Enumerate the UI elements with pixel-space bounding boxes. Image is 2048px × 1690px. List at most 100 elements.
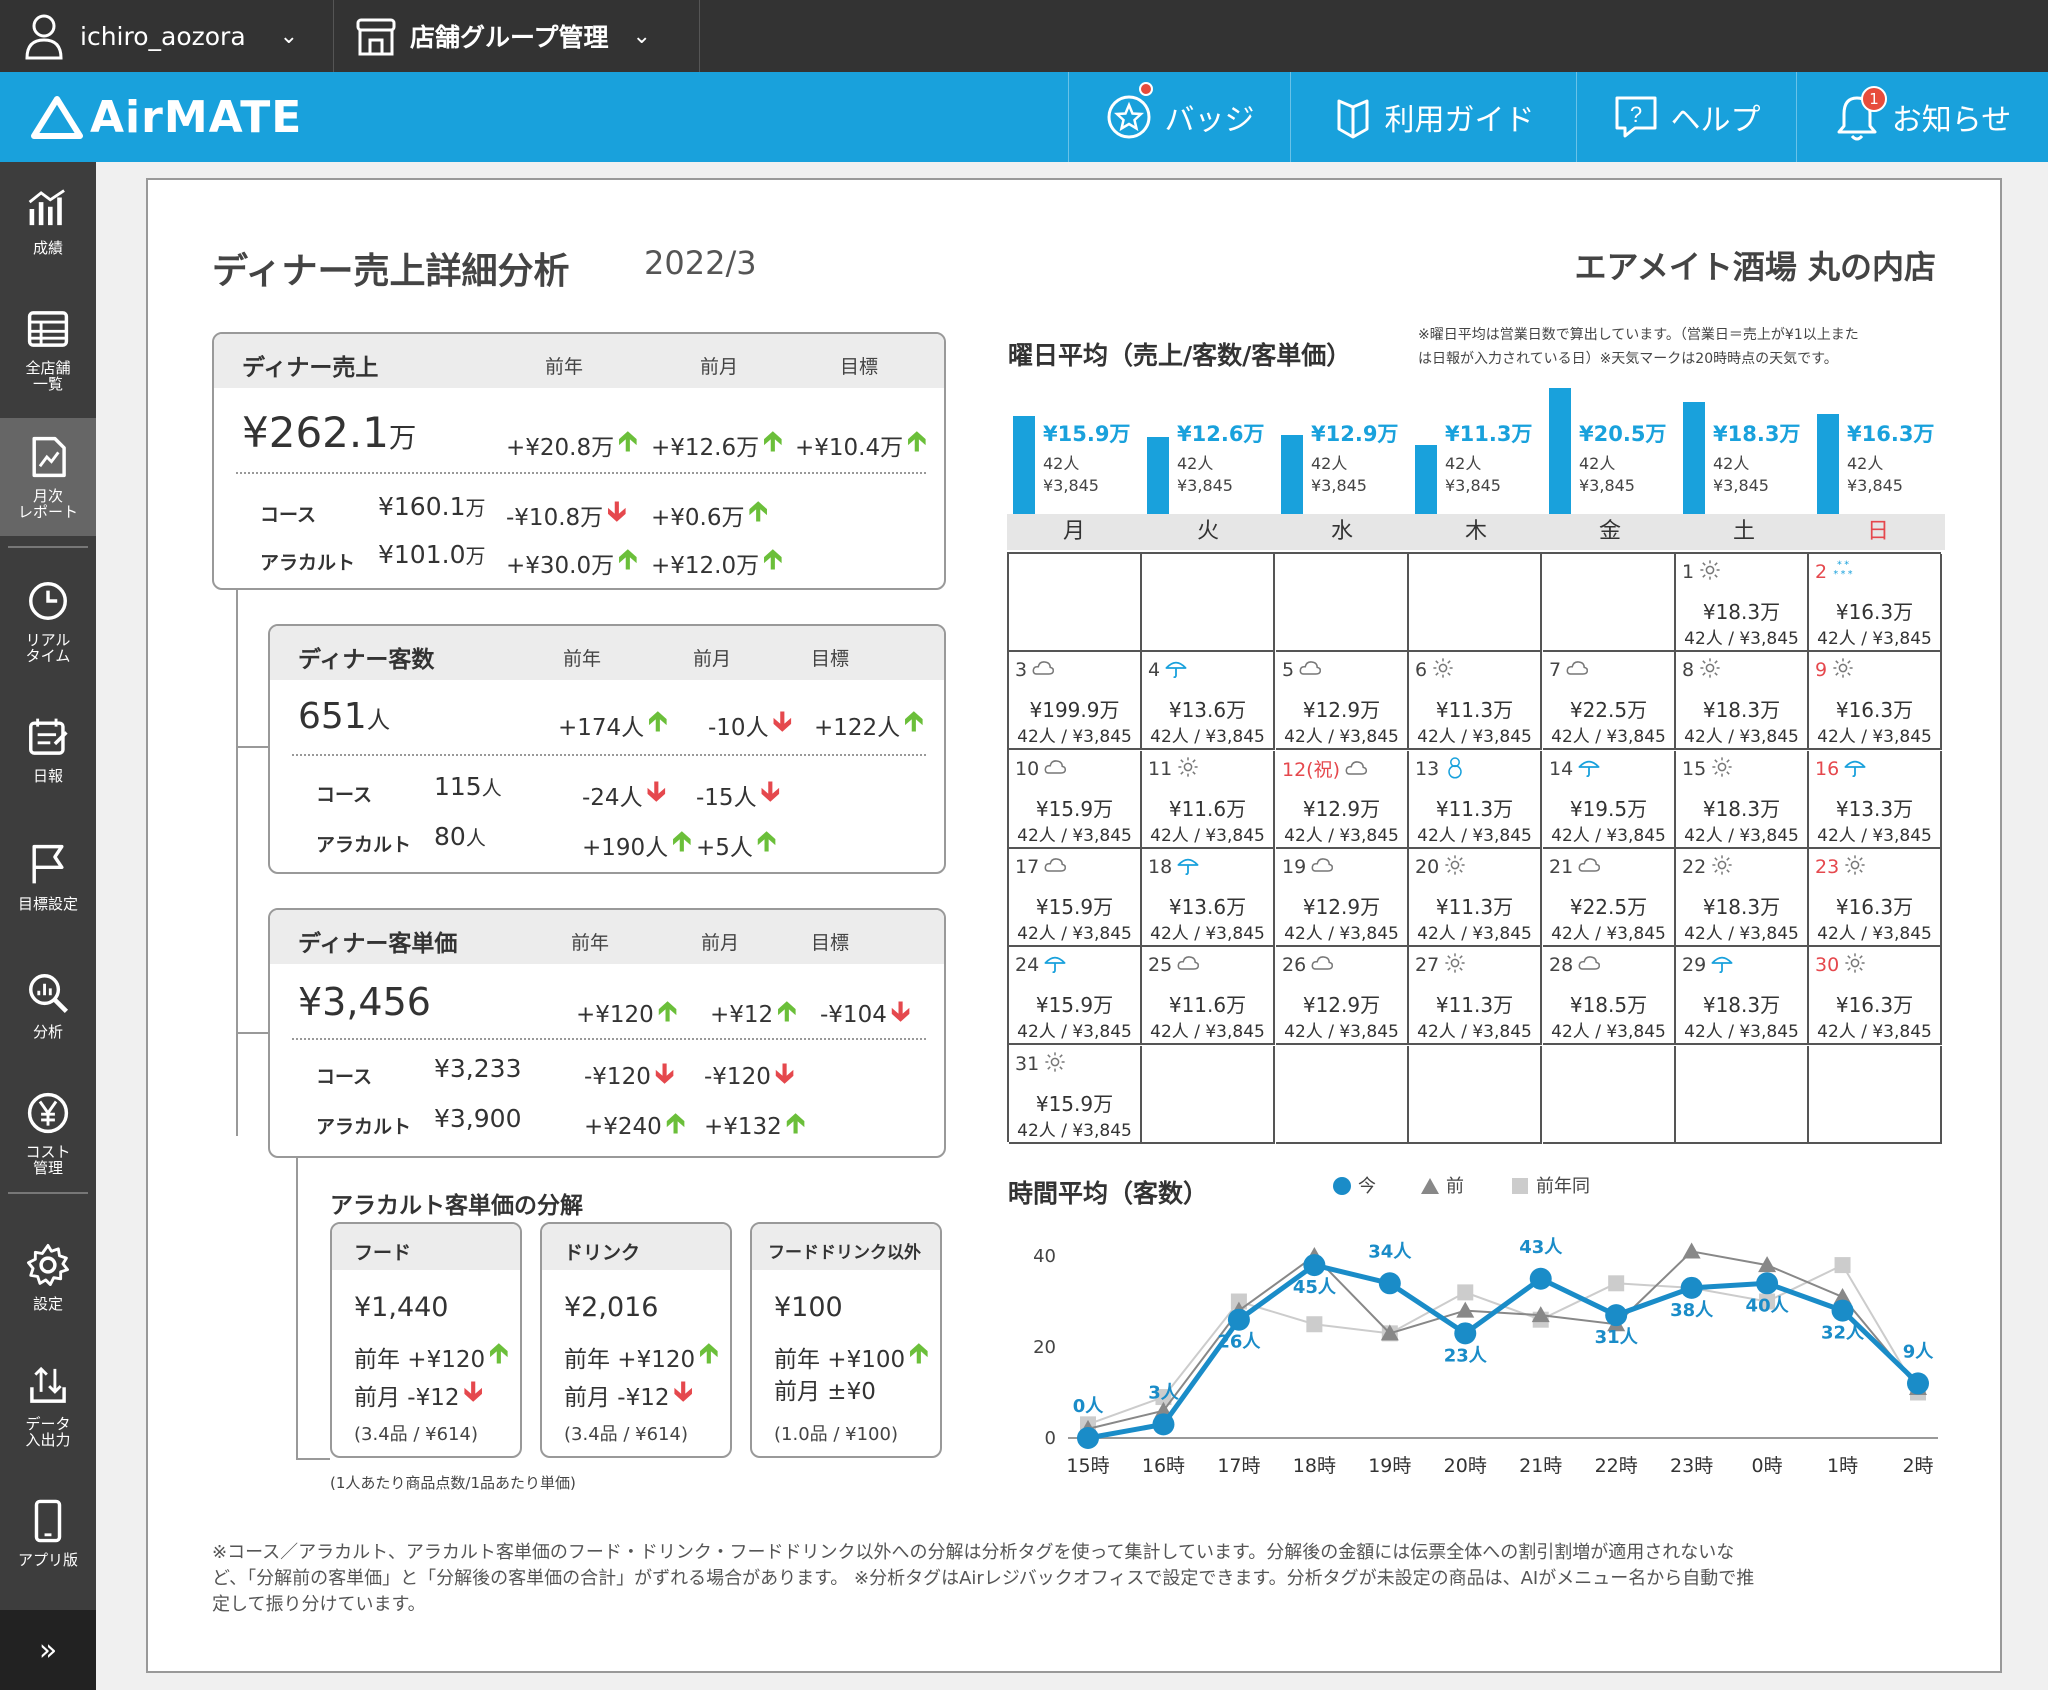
rain-umbrella-icon bbox=[1711, 956, 1733, 974]
airmate-logo[interactable]: AirMATE bbox=[30, 90, 302, 144]
dinner-customers-card-header: ディナー客数 前年 前月 目標 bbox=[270, 626, 944, 680]
weekday-sales-value: ¥11.3万 bbox=[1445, 422, 1533, 446]
calendar-sales: ¥15.9万 bbox=[1035, 797, 1114, 821]
calendar-day-cell[interactable]: 28 ¥18.5万 42人 / ¥3,845 bbox=[1543, 947, 1676, 1045]
dinner-customers-card-row-diff: +5人 🡱 bbox=[696, 822, 776, 868]
data-point-now[interactable] bbox=[1680, 1276, 1703, 1299]
calendar-day-cell[interactable]: 7 ¥22.5万 42人 / ¥3,845 bbox=[1543, 652, 1676, 750]
column-header: 前年 bbox=[570, 932, 609, 954]
calendar-day-cell[interactable]: 14 ¥19.5万 42人 / ¥3,845 bbox=[1543, 751, 1676, 849]
sidebar-item-daily-report[interactable]: 日報 bbox=[0, 690, 96, 808]
calendar-day-cell[interactable]: 2 * * * * * ¥16.3万 42人 / ¥3,845 bbox=[1809, 554, 1942, 652]
breakdown-prev-year: 前年 +¥120 🡱 bbox=[354, 1334, 509, 1380]
calendar-day-cell[interactable]: 30 ¥16.3万 42人 / ¥3,845 bbox=[1809, 947, 1942, 1045]
calendar-day-cell[interactable]: 21 ¥22.5万 42人 / ¥3,845 bbox=[1543, 849, 1676, 947]
badge-button[interactable]: バッジ bbox=[1068, 72, 1290, 162]
calendar-sales: ¥11.3万 bbox=[1435, 797, 1514, 821]
sidebar-item-gear[interactable]: 設定 bbox=[0, 1218, 96, 1336]
calendar-day-cell[interactable]: 18 ¥13.6万 42人 / ¥3,845 bbox=[1142, 849, 1275, 947]
calendar-day-cell[interactable]: 4 ¥13.6万 42人 / ¥3,845 bbox=[1142, 652, 1275, 750]
data-point-now[interactable] bbox=[1907, 1372, 1929, 1395]
arrow-up-icon: 🡱 bbox=[904, 706, 924, 737]
calendar-day-cell[interactable]: 22 ¥18.3万 42人 / ¥3,845 bbox=[1676, 849, 1809, 947]
calendar-day-cell[interactable]: 17 ¥15.9万 42人 / ¥3,845 bbox=[1009, 849, 1142, 947]
calendar-sales: ¥11.6万 bbox=[1168, 993, 1247, 1017]
gear-icon bbox=[27, 1244, 69, 1286]
calendar-date: 28 bbox=[1549, 951, 1601, 980]
calendar-sales: ¥18.3万 bbox=[1702, 993, 1781, 1017]
sidebar-item-flag[interactable]: 目標設定 bbox=[0, 818, 96, 936]
sidebar-item-table[interactable]: 全店舗 一覧 bbox=[0, 290, 96, 408]
notification-button[interactable]: 1 お知らせ bbox=[1796, 72, 2048, 162]
calendar-day-cell[interactable]: 20 ¥11.3万 42人 / ¥3,845 bbox=[1409, 849, 1542, 947]
sidebar-item-smartphone[interactable]: アプリ版 bbox=[0, 1474, 96, 1592]
user-menu[interactable]: ichiro_aozora ⌄ bbox=[0, 0, 334, 72]
calendar-date: 5 bbox=[1282, 656, 1322, 685]
data-point-now[interactable] bbox=[1227, 1308, 1250, 1331]
calendar-sales: ¥18.3万 bbox=[1702, 797, 1781, 821]
weekday-header: 金 bbox=[1543, 514, 1677, 550]
sidebar-item-realtime-clock[interactable]: リアル タイム bbox=[0, 562, 96, 680]
data-point-now[interactable] bbox=[1529, 1267, 1552, 1290]
data-point-now[interactable] bbox=[1605, 1304, 1628, 1327]
arrow-up-icon: 🡱 bbox=[785, 1108, 806, 1139]
arrow-up-icon: 🡱 bbox=[748, 496, 768, 527]
data-point-now[interactable] bbox=[1077, 1427, 1099, 1449]
calendar-day-cell[interactable]: 9 ¥16.3万 42人 / ¥3,845 bbox=[1809, 652, 1942, 750]
calendar-day-cell[interactable]: 24 ¥15.9万 42人 / ¥3,845 bbox=[1009, 947, 1142, 1045]
calendar-sales: ¥11.3万 bbox=[1435, 993, 1514, 1017]
calendar-sales: ¥18.5万 bbox=[1569, 993, 1648, 1017]
sidebar-item-monthly-report[interactable]: 月次 レポート bbox=[0, 418, 96, 536]
weekday-sales-value: ¥12.6万 bbox=[1177, 422, 1265, 446]
data-point-prev bbox=[1531, 1306, 1550, 1323]
calendar-sales: ¥12.9万 bbox=[1302, 895, 1381, 919]
calendar-day-cell[interactable]: 3 ¥199.9万 42人 / ¥3,845 bbox=[1009, 652, 1142, 750]
expand-sidebar-button[interactable]: » bbox=[0, 1610, 96, 1690]
sidebar-item-label: 月次 レポート bbox=[17, 487, 78, 521]
data-point-now[interactable] bbox=[1152, 1413, 1175, 1436]
data-point-now[interactable] bbox=[1303, 1254, 1326, 1277]
sidebar-item-data-io[interactable]: データ 入出力 bbox=[0, 1346, 96, 1464]
calendar-day-cell[interactable]: 19 ¥12.9万 42人 / ¥3,845 bbox=[1276, 849, 1409, 947]
calendar-day-cell[interactable]: 26 ¥12.9万 42人 / ¥3,845 bbox=[1276, 947, 1409, 1045]
sunny-icon bbox=[1700, 658, 1720, 678]
calendar-day-cell[interactable]: 11 ¥11.6万 42人 / ¥3,845 bbox=[1142, 751, 1275, 849]
sidebar-item-analysis[interactable]: 分析 bbox=[0, 946, 96, 1064]
calendar-sales: ¥11.6万 bbox=[1168, 797, 1247, 821]
calendar-date: 24 bbox=[1015, 951, 1067, 980]
calendar-day-cell[interactable]: 12(祝) ¥12.9万 42人 / ¥3,845 bbox=[1276, 751, 1409, 849]
calendar-day-cell[interactable]: 29 ¥18.3万 42人 / ¥3,845 bbox=[1676, 947, 1809, 1045]
weekday-sales-bar bbox=[1147, 437, 1169, 514]
badge-dot bbox=[1139, 82, 1153, 96]
arrow-up-icon: 🡱 bbox=[618, 544, 638, 575]
calendar-date: 26 bbox=[1282, 951, 1334, 980]
calendar-day-cell[interactable]: 13 ¥11.3万 42人 / ¥3,845 bbox=[1409, 751, 1542, 849]
calendar-day-cell[interactable]: 25 ¥11.6万 42人 / ¥3,845 bbox=[1142, 947, 1275, 1045]
help-button[interactable]: ? ヘルプ bbox=[1576, 72, 1796, 162]
sidebar-item-yen[interactable]: コスト 管理 bbox=[0, 1074, 96, 1192]
weekday-customers: 42人 bbox=[1043, 454, 1080, 473]
sidebar-item-label: 成績 bbox=[32, 239, 63, 257]
store-group-menu[interactable]: 店舗グループ管理 ⌄ bbox=[334, 0, 700, 72]
dinner-sales-card-diff: +¥10.4万 🡱 bbox=[795, 422, 927, 468]
calendar-date: 17 bbox=[1015, 853, 1067, 882]
calendar-day-cell[interactable]: 27 ¥11.3万 42人 / ¥3,845 bbox=[1409, 947, 1542, 1045]
calendar-date: 15 bbox=[1682, 755, 1734, 784]
guide-button[interactable]: 利用ガイド bbox=[1290, 72, 1576, 162]
data-point-now[interactable] bbox=[1756, 1272, 1779, 1295]
calendar-day-cell[interactable]: 6 ¥11.3万 42人 / ¥3,845 bbox=[1409, 652, 1542, 750]
data-point-now[interactable] bbox=[1831, 1299, 1854, 1322]
calendar-day-cell[interactable]: 31 ¥15.9万 42人 / ¥3,845 bbox=[1009, 1046, 1142, 1144]
data-point-now[interactable] bbox=[1378, 1272, 1401, 1295]
calendar-day-cell[interactable]: 16 ¥13.3万 42人 / ¥3,845 bbox=[1809, 751, 1942, 849]
calendar-day-cell[interactable]: 5 ¥12.9万 42人 / ¥3,845 bbox=[1276, 652, 1409, 750]
calendar-day-cell[interactable]: 23 ¥16.3万 42人 / ¥3,845 bbox=[1809, 849, 1942, 947]
calendar-customers-price: 42人 / ¥3,845 bbox=[1284, 727, 1399, 747]
calendar-day-cell[interactable]: 8 ¥18.3万 42人 / ¥3,845 bbox=[1676, 652, 1809, 750]
arrow-up-icon: 🡱 bbox=[665, 1108, 686, 1139]
sidebar-item-bar-chart[interactable]: 成績 bbox=[0, 162, 96, 280]
calendar-day-cell[interactable]: 10 ¥15.9万 42人 / ¥3,845 bbox=[1009, 751, 1142, 849]
calendar-day-cell[interactable]: 15 ¥18.3万 42人 / ¥3,845 bbox=[1676, 751, 1809, 849]
calendar-day-cell[interactable]: 1 ¥18.3万 42人 / ¥3,845 bbox=[1676, 554, 1809, 652]
data-point-now[interactable] bbox=[1454, 1322, 1477, 1345]
